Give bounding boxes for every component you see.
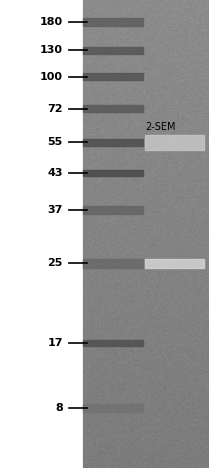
- Bar: [83, 105, 143, 112]
- Bar: [83, 73, 143, 80]
- Bar: [83, 18, 143, 26]
- Text: 25: 25: [47, 258, 63, 269]
- Bar: [83, 46, 143, 53]
- Text: 43: 43: [47, 168, 63, 178]
- Bar: [0, 0, 83, 468]
- Text: 55: 55: [47, 137, 63, 147]
- Bar: [145, 135, 204, 150]
- Text: 8: 8: [55, 403, 63, 413]
- Text: 17: 17: [47, 337, 63, 348]
- Bar: [83, 0, 209, 468]
- Text: 100: 100: [40, 72, 63, 82]
- Text: 2-SEM: 2-SEM: [145, 122, 176, 132]
- Text: 130: 130: [40, 45, 63, 55]
- Bar: [145, 259, 204, 268]
- Text: 72: 72: [47, 103, 63, 114]
- Bar: [83, 139, 143, 146]
- Bar: [83, 259, 143, 268]
- Bar: [83, 404, 143, 412]
- Text: 180: 180: [40, 17, 63, 27]
- Text: 37: 37: [47, 205, 63, 215]
- Bar: [83, 340, 143, 345]
- Bar: [83, 206, 143, 214]
- Bar: [83, 170, 143, 176]
